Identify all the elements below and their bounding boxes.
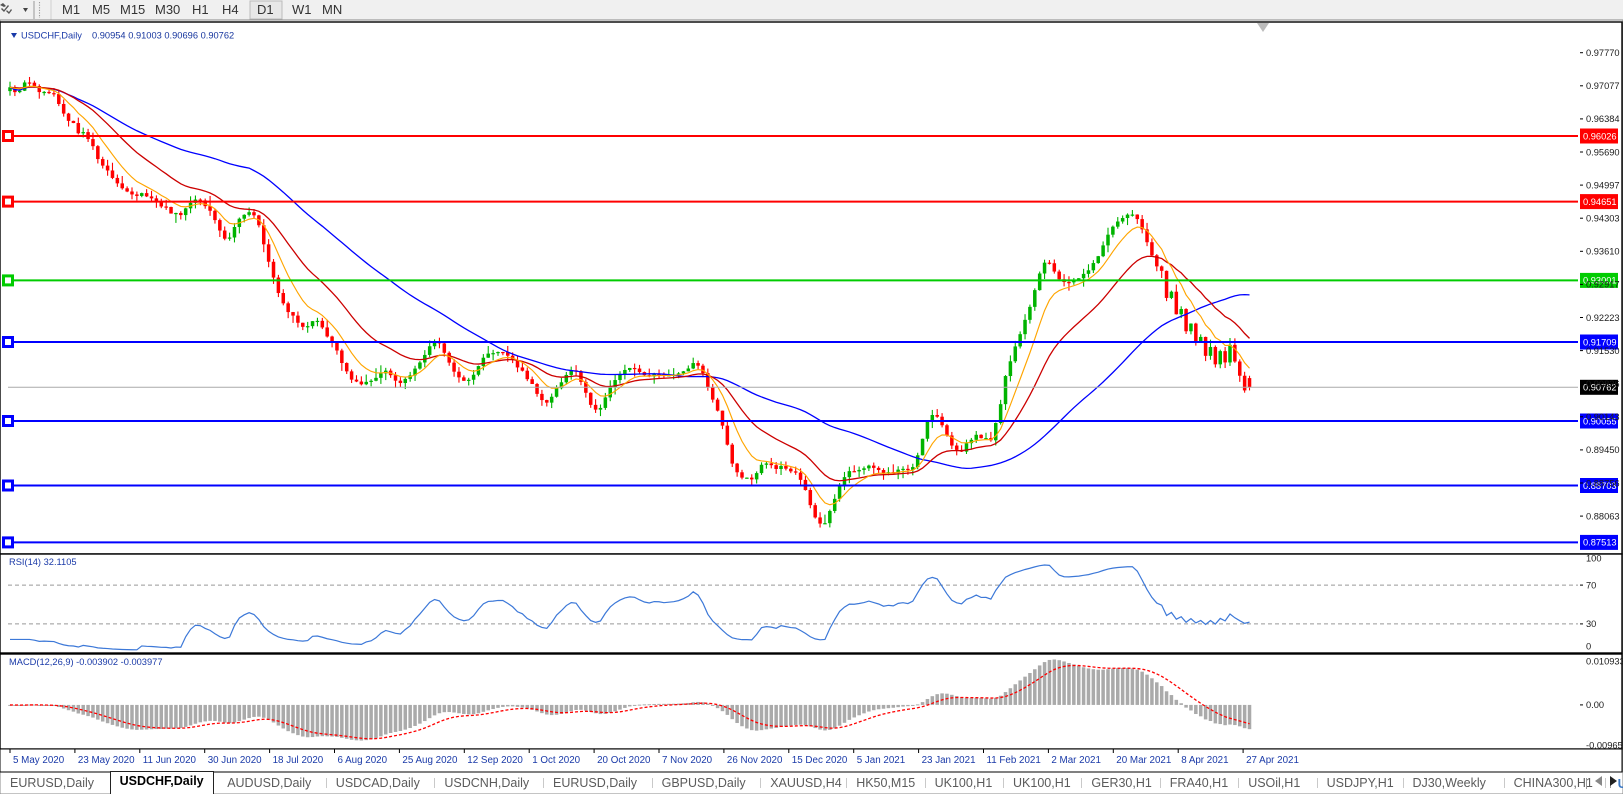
svg-text:0.92223: 0.92223 [1586, 313, 1620, 323]
svg-text:23 Jan 2021: 23 Jan 2021 [922, 755, 976, 766]
svg-text:1 Oct 2020: 1 Oct 2020 [532, 755, 580, 766]
svg-text:11 Jun 2020: 11 Jun 2020 [143, 755, 197, 766]
svg-text:18 Jul 2020: 18 Jul 2020 [273, 755, 324, 766]
svg-text:0.90954 0.91003 0.90696 0.9076: 0.90954 0.91003 0.90696 0.90762 [92, 31, 234, 41]
svg-text:70: 70 [1586, 580, 1596, 590]
svg-text:0.010933: 0.010933 [1586, 656, 1623, 666]
svg-text:0.91530: 0.91530 [1586, 346, 1620, 356]
svg-text:15 Dec 2020: 15 Dec 2020 [792, 755, 848, 766]
svg-text:0.90836: 0.90836 [1586, 379, 1620, 389]
svg-text:7 Nov 2020: 7 Nov 2020 [662, 755, 713, 766]
svg-text:0.87513: 0.87513 [1583, 538, 1617, 548]
svg-text:0.96384: 0.96384 [1586, 114, 1620, 124]
svg-text:0.97770: 0.97770 [1586, 48, 1620, 58]
svg-text:0.95690: 0.95690 [1586, 147, 1620, 157]
svg-text:8 Apr 2021: 8 Apr 2021 [1181, 755, 1228, 766]
svg-text:0.88063: 0.88063 [1586, 511, 1620, 521]
svg-text:0.96026: 0.96026 [1583, 131, 1617, 141]
svg-text:26 Nov 2020: 26 Nov 2020 [727, 755, 783, 766]
svg-text:H4: H4 [222, 2, 239, 17]
svg-text:MN: MN [322, 2, 342, 17]
svg-text:M30: M30 [155, 2, 180, 17]
svg-text:20 Oct 2020: 20 Oct 2020 [597, 755, 651, 766]
svg-text:M5: M5 [92, 2, 110, 17]
svg-text:0.93610: 0.93610 [1586, 247, 1620, 257]
svg-text:0.94651: 0.94651 [1583, 197, 1617, 207]
svg-text:25 Aug 2020: 25 Aug 2020 [402, 755, 458, 766]
svg-text:100: 100 [1586, 553, 1602, 563]
svg-text:30: 30 [1586, 619, 1596, 629]
svg-text:23 May 2020: 23 May 2020 [78, 755, 135, 766]
svg-text:M15: M15 [120, 2, 145, 17]
svg-text:W1: W1 [292, 2, 312, 17]
svg-text:2 Mar 2021: 2 Mar 2021 [1051, 755, 1101, 766]
svg-text:MACD(12,26,9) -0.003902 -0.003: MACD(12,26,9) -0.003902 -0.003977 [9, 657, 163, 667]
svg-text:H1: H1 [192, 2, 209, 17]
svg-text:0.90143: 0.90143 [1586, 412, 1620, 422]
svg-text:USDCHF,Daily: USDCHF,Daily [21, 31, 82, 41]
svg-text:0: 0 [1586, 641, 1591, 651]
svg-text:0.00: 0.00 [1586, 700, 1604, 710]
svg-text:6 Aug 2020: 6 Aug 2020 [338, 755, 388, 766]
svg-text:12 Sep 2020: 12 Sep 2020 [467, 755, 523, 766]
svg-text:20 Mar 2021: 20 Mar 2021 [1116, 755, 1171, 766]
svg-text:M1: M1 [62, 2, 80, 17]
svg-text:0.94997: 0.94997 [1586, 180, 1620, 190]
svg-text:5 Jan 2021: 5 Jan 2021 [857, 755, 905, 766]
svg-text:5 May 2020: 5 May 2020 [13, 755, 65, 766]
svg-text:0.94303: 0.94303 [1586, 214, 1620, 224]
svg-text:D1: D1 [257, 2, 274, 17]
svg-text:30 Jun 2020: 30 Jun 2020 [208, 755, 262, 766]
svg-text:0.88756: 0.88756 [1586, 478, 1620, 488]
svg-text:11 Feb 2021: 11 Feb 2021 [987, 755, 1041, 766]
svg-text:RSI(14) 32.1105: RSI(14) 32.1105 [9, 557, 77, 567]
svg-text:27 Apr 2021: 27 Apr 2021 [1246, 755, 1299, 766]
svg-text:0.97077: 0.97077 [1586, 81, 1620, 91]
svg-text:0.92917: 0.92917 [1586, 280, 1620, 290]
svg-text:0.89450: 0.89450 [1586, 445, 1620, 455]
